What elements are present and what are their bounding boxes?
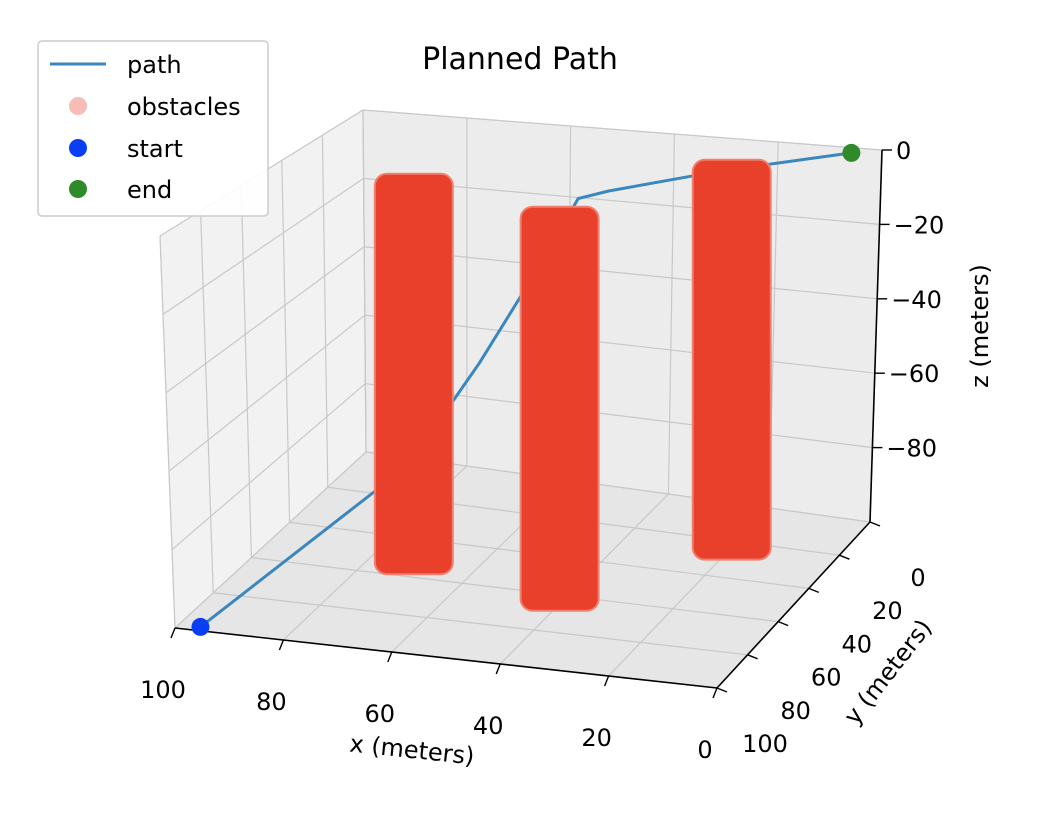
y-tick-mark — [869, 521, 881, 527]
legend-label-start: start — [127, 135, 183, 163]
y-tick-label: 40 — [842, 630, 873, 658]
z-tick-label: −40 — [891, 286, 942, 314]
x-tick-label: 0 — [697, 736, 712, 764]
y-tick-label: 100 — [742, 730, 788, 758]
x-tick-mark — [170, 627, 176, 639]
y-gridline — [240, 185, 779, 623]
x-tick-label: 20 — [581, 724, 612, 752]
x-tick-label: 100 — [140, 676, 186, 704]
y-tick-label: 20 — [872, 597, 903, 625]
y-gridline — [281, 160, 809, 589]
legend-swatch-end — [69, 180, 87, 198]
x-tick-label: 60 — [365, 700, 396, 728]
z-tick-label: −60 — [889, 360, 940, 388]
y-gridline — [321, 135, 840, 556]
x-tick-label: 80 — [256, 688, 287, 716]
obstacle-column — [691, 158, 772, 561]
obstacle-column — [519, 205, 600, 612]
x-axis-label: x (meters) — [348, 730, 475, 771]
chart-title: Planned Path — [422, 42, 618, 77]
legend-label-path: path — [127, 51, 182, 79]
x-tick-mark — [712, 687, 718, 699]
z-tick-label: 0 — [896, 137, 911, 165]
y-tick-mark — [747, 654, 758, 660]
legend-box — [37, 40, 269, 217]
x-tick-mark — [278, 639, 285, 651]
y-tick-label: 80 — [780, 697, 811, 725]
axis-lines — [174, 149, 883, 689]
x-axis-line — [174, 627, 718, 689]
legend-label-end: end — [127, 176, 172, 204]
x-tick-mark — [387, 651, 393, 663]
legend-swatch-obstacles — [69, 97, 87, 115]
y-tick-mark — [777, 620, 789, 627]
y-tick-mark — [716, 687, 728, 693]
y-axis-line — [716, 521, 871, 689]
y-tick-mark — [808, 587, 820, 594]
y-tick-mark — [839, 554, 850, 560]
end-marker — [842, 143, 861, 162]
x-tick-mark — [495, 663, 501, 675]
y-tick-label: 0 — [910, 564, 925, 592]
obstacle-column — [373, 172, 454, 576]
data-layer — [191, 143, 861, 636]
legend: path obstacles start end — [37, 40, 269, 217]
legend-swatch-start — [69, 139, 87, 157]
z-tick-label: −20 — [894, 211, 945, 239]
y-tick-label: 60 — [811, 664, 842, 692]
z-axis-label: z (meters) — [966, 264, 994, 388]
x-tick-mark — [603, 675, 610, 687]
start-marker — [191, 617, 210, 636]
legend-label-obstacles: obstacles — [127, 93, 241, 121]
z-tick-label: −80 — [886, 435, 937, 463]
x-tick-label: 40 — [473, 712, 504, 740]
y-gridline — [200, 210, 748, 656]
z-axis-line — [869, 149, 883, 523]
